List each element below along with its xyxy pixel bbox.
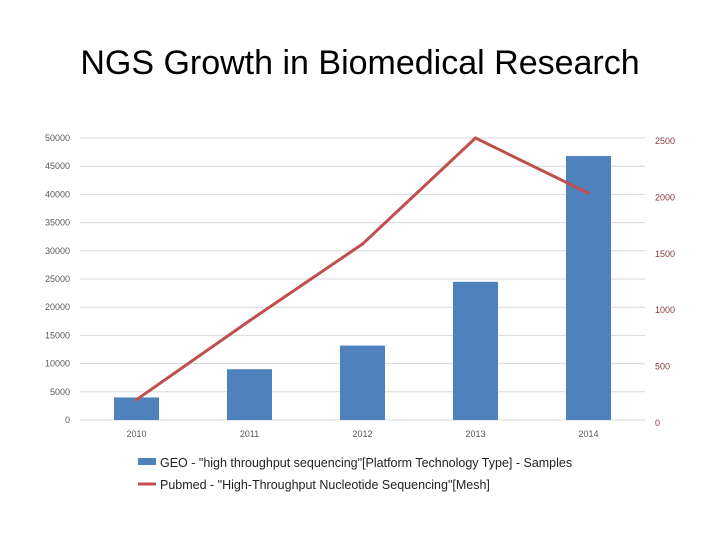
x-axis-ticks: 2010 2011 2012 2013 2014 [126, 429, 598, 439]
legend-label-line: Pubmed - "High-Throughput Nucleotide Seq… [160, 478, 490, 492]
bar [227, 369, 272, 420]
bar [340, 345, 385, 420]
right-axis-ticks: 0 500 1000 1500 2000 2500 [655, 136, 675, 428]
right-tick-label: 2000 [655, 192, 675, 202]
left-tick-label: 25000 [45, 274, 70, 284]
left-tick-label: 0 [65, 415, 70, 425]
left-tick-label: 35000 [45, 218, 70, 228]
bar-series [114, 156, 611, 420]
x-tick-label: 2011 [240, 429, 259, 439]
left-tick-label: 20000 [45, 302, 70, 312]
left-tick-label: 5000 [50, 387, 70, 397]
x-tick-label: 2013 [465, 429, 485, 439]
left-axis-ticks: 0 5000 10000 15000 20000 25000 30000 35000 40000… [45, 133, 70, 425]
legend-label-bar: GEO - "high throughput sequencing"[Platf… [160, 456, 572, 470]
page-title: NGS Growth in Biomedical Research [80, 44, 640, 82]
left-tick-label: 10000 [45, 359, 70, 369]
x-tick-label: 2010 [126, 429, 146, 439]
bar [114, 397, 159, 420]
left-tick-label: 30000 [45, 246, 70, 256]
line-point [474, 136, 477, 140]
x-tick-label: 2012 [352, 429, 372, 439]
legend: GEO - "high throughput sequencing"[Platf… [138, 456, 572, 492]
right-tick-label: 500 [655, 362, 670, 372]
line-series [135, 136, 590, 402]
right-tick-label: 2500 [655, 136, 675, 146]
x-tick-label: 2014 [578, 429, 598, 439]
right-tick-label: 0 [655, 418, 660, 428]
left-tick-label: 15000 [45, 330, 70, 340]
bar [453, 281, 498, 420]
left-tick-label: 40000 [45, 189, 70, 199]
line-point [135, 398, 138, 402]
legend-swatch-bar [138, 458, 156, 465]
line-point [587, 191, 590, 195]
right-tick-label: 1000 [655, 305, 675, 315]
left-tick-label: 45000 [45, 161, 70, 171]
line-point [248, 319, 251, 323]
bar [566, 156, 611, 420]
left-tick-label: 50000 [45, 133, 70, 143]
right-tick-label: 1500 [655, 249, 675, 259]
line-point [361, 242, 364, 246]
